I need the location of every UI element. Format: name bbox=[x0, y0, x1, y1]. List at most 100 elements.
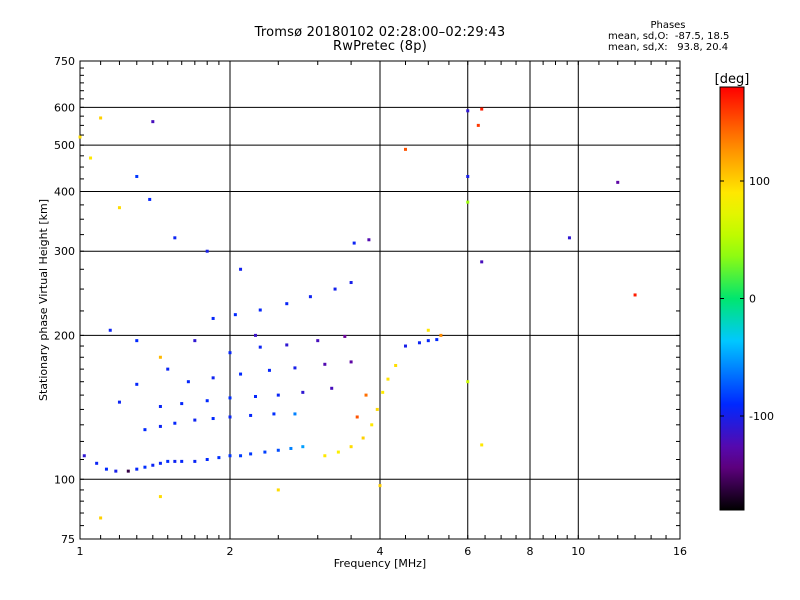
y-tick-label: 75 bbox=[61, 533, 75, 546]
data-point bbox=[426, 328, 430, 332]
data-point bbox=[480, 107, 484, 111]
data-point bbox=[205, 399, 209, 403]
data-point bbox=[394, 363, 398, 367]
data-point bbox=[349, 281, 353, 285]
data-point bbox=[480, 443, 484, 447]
data-point bbox=[426, 339, 430, 343]
data-point bbox=[378, 484, 382, 488]
x-tick-label: 2 bbox=[227, 545, 234, 558]
data-point bbox=[267, 368, 271, 372]
data-point bbox=[316, 339, 320, 343]
phases-title: Phases bbox=[650, 20, 686, 31]
data-point bbox=[370, 423, 374, 427]
data-point bbox=[352, 241, 356, 245]
data-point bbox=[417, 341, 421, 345]
y-tick-label: 100 bbox=[54, 473, 75, 486]
data-point bbox=[258, 345, 262, 349]
data-point bbox=[336, 450, 340, 454]
data-point bbox=[166, 459, 170, 463]
data-point bbox=[228, 351, 232, 355]
data-point bbox=[135, 382, 139, 386]
data-point bbox=[99, 516, 103, 520]
data-point bbox=[135, 174, 139, 178]
phases-summary: Phases mean, sd,O: -87.5, 18.5 mean, sd,… bbox=[560, 20, 800, 53]
data-point bbox=[158, 495, 162, 499]
data-point bbox=[567, 236, 571, 240]
x-tick-label: 4 bbox=[377, 545, 384, 558]
data-point bbox=[386, 377, 390, 381]
phases-x-stats: mean, sd,X: 93.8, 20.4 bbox=[608, 42, 729, 53]
data-point bbox=[173, 421, 177, 425]
data-point bbox=[217, 456, 221, 460]
data-point bbox=[173, 459, 177, 463]
data-points bbox=[78, 107, 637, 520]
data-point bbox=[403, 147, 407, 151]
data-point bbox=[361, 436, 365, 440]
data-point bbox=[78, 135, 82, 139]
colorbar-label: [deg] bbox=[715, 72, 750, 87]
data-point bbox=[239, 454, 243, 458]
data-point bbox=[151, 120, 155, 124]
data-point bbox=[293, 412, 297, 416]
data-point bbox=[211, 417, 215, 421]
data-point bbox=[228, 415, 232, 419]
data-point bbox=[285, 302, 289, 306]
data-point bbox=[375, 407, 379, 411]
data-point bbox=[158, 424, 162, 428]
phases-o-stats: mean, sd,O: -87.5, 18.5 bbox=[608, 31, 730, 42]
data-point bbox=[333, 287, 337, 291]
data-point bbox=[211, 376, 215, 380]
y-tick-label: 500 bbox=[54, 139, 75, 152]
data-point bbox=[135, 467, 139, 471]
data-point bbox=[253, 333, 257, 337]
data-point bbox=[349, 360, 353, 364]
data-point bbox=[239, 267, 243, 271]
y-axis-label: Stationary phase Virtual Height [km] bbox=[37, 199, 50, 401]
data-point bbox=[135, 339, 139, 343]
data-point bbox=[293, 366, 297, 370]
data-point bbox=[349, 445, 353, 449]
data-point bbox=[381, 390, 385, 394]
x-tick-label: 6 bbox=[464, 545, 471, 558]
data-point bbox=[466, 200, 470, 204]
data-point bbox=[89, 156, 93, 160]
data-point bbox=[249, 452, 253, 456]
data-point bbox=[148, 197, 152, 201]
data-point bbox=[633, 293, 637, 297]
data-point bbox=[180, 459, 184, 463]
data-point bbox=[211, 316, 215, 320]
data-point bbox=[323, 454, 327, 458]
data-point bbox=[205, 249, 209, 253]
y-tick-label: 750 bbox=[54, 55, 75, 68]
data-point bbox=[126, 469, 130, 473]
data-point bbox=[263, 450, 267, 454]
data-point bbox=[205, 457, 209, 461]
data-point bbox=[158, 355, 162, 359]
colorbar-tick-label: 0 bbox=[749, 293, 756, 306]
data-point bbox=[466, 380, 470, 384]
data-point bbox=[158, 461, 162, 465]
data-point bbox=[301, 445, 305, 449]
data-point bbox=[173, 236, 177, 240]
x-tick-label: 16 bbox=[673, 545, 687, 558]
data-point bbox=[276, 488, 280, 492]
data-point bbox=[95, 461, 99, 465]
data-point bbox=[272, 412, 276, 416]
data-point bbox=[258, 308, 262, 312]
data-point bbox=[343, 334, 347, 338]
data-point bbox=[301, 390, 305, 394]
data-point bbox=[151, 463, 155, 467]
data-point bbox=[180, 402, 184, 406]
title-line-2: RwPretec (8p) bbox=[333, 39, 427, 54]
y-tick-label: 600 bbox=[54, 101, 75, 114]
data-point bbox=[466, 174, 470, 178]
y-tick-label: 200 bbox=[54, 329, 75, 342]
data-point bbox=[166, 367, 170, 371]
data-point bbox=[117, 400, 121, 404]
data-point bbox=[193, 459, 197, 463]
data-point bbox=[104, 467, 108, 471]
data-point bbox=[228, 454, 232, 458]
data-point bbox=[323, 362, 327, 366]
data-point bbox=[476, 123, 480, 127]
data-point bbox=[99, 116, 103, 120]
